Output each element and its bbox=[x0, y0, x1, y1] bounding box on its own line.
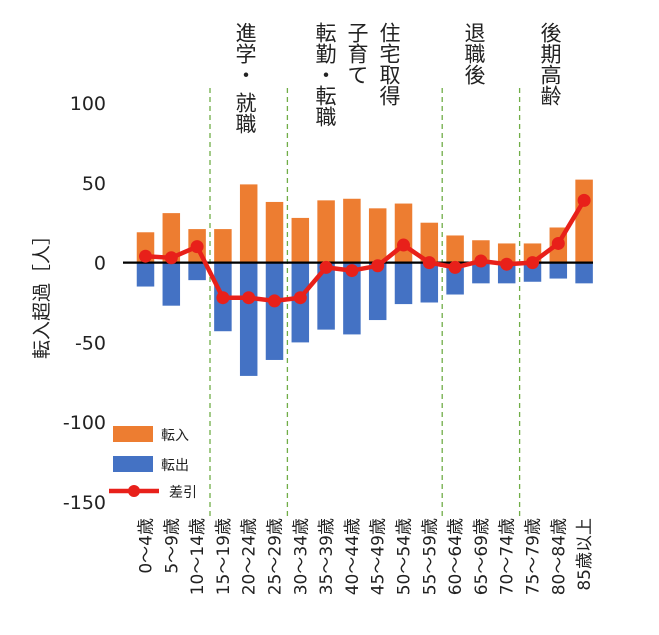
bar-transfer-out bbox=[420, 262, 439, 303]
net-point bbox=[551, 236, 565, 250]
net-point bbox=[397, 238, 410, 252]
bar-transfer-in bbox=[420, 222, 439, 263]
bar-transfer-in bbox=[368, 208, 387, 263]
net-point bbox=[319, 260, 333, 274]
y-tick-label: -100 bbox=[63, 412, 106, 434]
legend-swatch-net-marker bbox=[128, 485, 140, 497]
bar-transfer-in bbox=[575, 179, 593, 263]
net-point bbox=[268, 294, 281, 308]
series-transfer-in bbox=[136, 179, 593, 263]
bar-transfer-in bbox=[446, 235, 464, 263]
net-point bbox=[422, 256, 436, 270]
x-category-label: 85歳以上 bbox=[575, 518, 595, 591]
bar-transfer-in bbox=[265, 201, 284, 263]
net-point bbox=[345, 264, 359, 278]
net-point bbox=[474, 254, 488, 268]
x-category-label: 60～64歳 bbox=[446, 518, 466, 595]
net-point bbox=[216, 291, 230, 305]
y-tick-label: 0 bbox=[94, 253, 106, 275]
net-point bbox=[371, 259, 385, 273]
y-tick-label: 50 bbox=[82, 173, 106, 195]
legend-label-net: 差引 bbox=[169, 485, 197, 501]
bar-transfer-out bbox=[317, 262, 335, 330]
x-axis-categories: 0～4歳 5～9歳 10～14歳 15～19歳 20～24歳 25～29歳 30～34歳 35… bbox=[137, 518, 596, 595]
x-category-label: 80～84歳 bbox=[549, 518, 569, 595]
net-point bbox=[293, 291, 307, 305]
bar-transfer-out bbox=[575, 262, 593, 284]
x-category-label: 5～9歳 bbox=[162, 518, 182, 574]
x-category-label: 0～4歳 bbox=[137, 518, 157, 574]
x-category-label: 65～69歳 bbox=[472, 518, 492, 595]
period-annotation: 後期高齢 bbox=[538, 22, 562, 106]
period-dividers bbox=[209, 88, 521, 520]
bar-transfer-in bbox=[291, 217, 310, 263]
legend-label-transfer-in: 転入 bbox=[161, 428, 189, 444]
net-point bbox=[242, 291, 256, 305]
bar-transfer-in bbox=[497, 243, 516, 263]
y-axis-label: 転入超過［人］ bbox=[31, 226, 53, 359]
x-category-label: 25～29歳 bbox=[266, 518, 286, 595]
period-annotation: 進学・ bbox=[233, 22, 257, 85]
period-annotation: 住宅取得 bbox=[377, 22, 401, 106]
x-category-label: 30～34歳 bbox=[291, 518, 311, 595]
bar-transfer-in bbox=[162, 213, 181, 263]
net-line bbox=[145, 199, 587, 304]
series-net bbox=[139, 193, 591, 308]
legend-label-transfer-out: 転出 bbox=[161, 458, 189, 474]
net-point bbox=[526, 256, 539, 270]
legend-swatch-transfer-out bbox=[113, 456, 153, 472]
bar-transfer-out bbox=[394, 262, 413, 305]
x-category-label: 20～24歳 bbox=[240, 518, 260, 595]
y-axis-ticks: 100 50 0 -50 -100 -150 bbox=[63, 93, 106, 514]
x-category-label: 35～39歳 bbox=[317, 518, 337, 595]
x-category-label: 10～14歳 bbox=[188, 518, 208, 595]
bar-transfer-in bbox=[239, 184, 258, 263]
x-category-label: 15～19歳 bbox=[214, 518, 234, 595]
period-annotation: 子育て bbox=[345, 22, 369, 85]
bar-transfer-out bbox=[343, 262, 361, 335]
period-annotations: 進学・就職 転勤・転職 子育て 住宅取得 退職後 後期高齢 bbox=[233, 22, 562, 134]
x-category-label: 75～79歳 bbox=[524, 518, 544, 595]
net-point bbox=[577, 193, 591, 207]
bar-transfer-in bbox=[394, 203, 413, 263]
x-category-label: 50～54歳 bbox=[395, 518, 415, 595]
period-annotation: 転勤・転職 bbox=[313, 22, 337, 127]
bar-transfer-out bbox=[265, 262, 284, 360]
bar-transfer-out bbox=[239, 262, 258, 376]
net-point bbox=[190, 240, 204, 254]
legend-swatch-transfer-in bbox=[113, 426, 153, 442]
series-transfer-out bbox=[136, 262, 593, 376]
x-category-label: 40～44歳 bbox=[343, 518, 363, 595]
net-point bbox=[164, 251, 178, 265]
net-point bbox=[139, 249, 152, 263]
period-annotation: 就職 bbox=[233, 92, 257, 134]
bar-transfer-out bbox=[136, 262, 155, 287]
bar-transfer-out bbox=[162, 262, 181, 306]
bar-transfer-in bbox=[317, 200, 335, 263]
y-tick-label: -150 bbox=[63, 492, 106, 514]
y-tick-label: -50 bbox=[75, 332, 106, 354]
x-category-label: 45～49歳 bbox=[369, 518, 389, 595]
y-tick-label: 100 bbox=[70, 93, 106, 115]
bar-transfer-out bbox=[368, 262, 387, 321]
bar-transfer-in bbox=[343, 198, 361, 263]
period-annotation: 退職後 bbox=[462, 22, 486, 85]
bar-transfer-in bbox=[214, 229, 232, 263]
bar-transfer-out bbox=[549, 262, 568, 279]
net-point bbox=[500, 257, 514, 271]
bar-transfer-out bbox=[188, 262, 206, 281]
x-category-label: 55～59歳 bbox=[420, 518, 440, 595]
x-category-label: 70～74歳 bbox=[498, 518, 518, 595]
bar-transfer-out bbox=[472, 262, 490, 284]
net-point bbox=[448, 260, 462, 274]
